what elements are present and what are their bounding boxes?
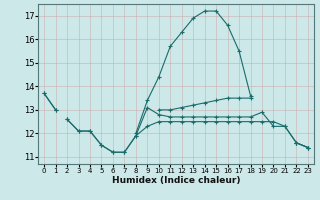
- X-axis label: Humidex (Indice chaleur): Humidex (Indice chaleur): [112, 176, 240, 185]
